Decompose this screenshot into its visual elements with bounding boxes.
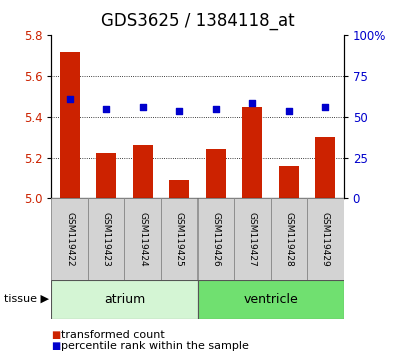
Bar <box>51 198 88 280</box>
Point <box>286 108 292 114</box>
Bar <box>88 198 124 280</box>
Bar <box>96 154 116 198</box>
Bar <box>161 198 198 280</box>
Bar <box>133 145 153 198</box>
Text: GSM119423: GSM119423 <box>102 212 111 266</box>
Point <box>139 104 146 109</box>
Bar <box>169 180 189 198</box>
Bar <box>234 198 271 280</box>
Bar <box>60 52 80 198</box>
Text: GSM119428: GSM119428 <box>284 212 293 266</box>
Point <box>103 106 109 112</box>
Text: atrium: atrium <box>104 293 145 306</box>
Text: percentile rank within the sample: percentile rank within the sample <box>61 341 249 351</box>
Text: tissue ▶: tissue ▶ <box>4 294 49 304</box>
Point <box>176 108 182 114</box>
Bar <box>271 198 307 280</box>
Point <box>66 96 73 101</box>
Text: ventricle: ventricle <box>243 293 298 306</box>
Text: GSM119425: GSM119425 <box>175 212 184 266</box>
Text: GDS3625 / 1384118_at: GDS3625 / 1384118_at <box>101 12 294 30</box>
Text: GSM119426: GSM119426 <box>211 212 220 266</box>
Bar <box>206 149 226 198</box>
Bar <box>198 198 234 280</box>
Bar <box>51 280 198 319</box>
Text: GSM119422: GSM119422 <box>65 212 74 266</box>
Bar <box>198 280 344 319</box>
Text: ■: ■ <box>51 330 60 339</box>
Point <box>213 106 219 112</box>
Text: GSM119424: GSM119424 <box>138 212 147 266</box>
Text: GSM119429: GSM119429 <box>321 212 330 266</box>
Bar <box>279 166 299 198</box>
Text: transformed count: transformed count <box>61 330 165 339</box>
Text: GSM119427: GSM119427 <box>248 212 257 266</box>
Text: ■: ■ <box>51 341 60 351</box>
Bar <box>124 198 161 280</box>
Bar <box>242 107 262 198</box>
Bar <box>307 198 344 280</box>
Bar <box>315 137 335 198</box>
Point <box>322 104 329 109</box>
Point <box>249 100 256 105</box>
